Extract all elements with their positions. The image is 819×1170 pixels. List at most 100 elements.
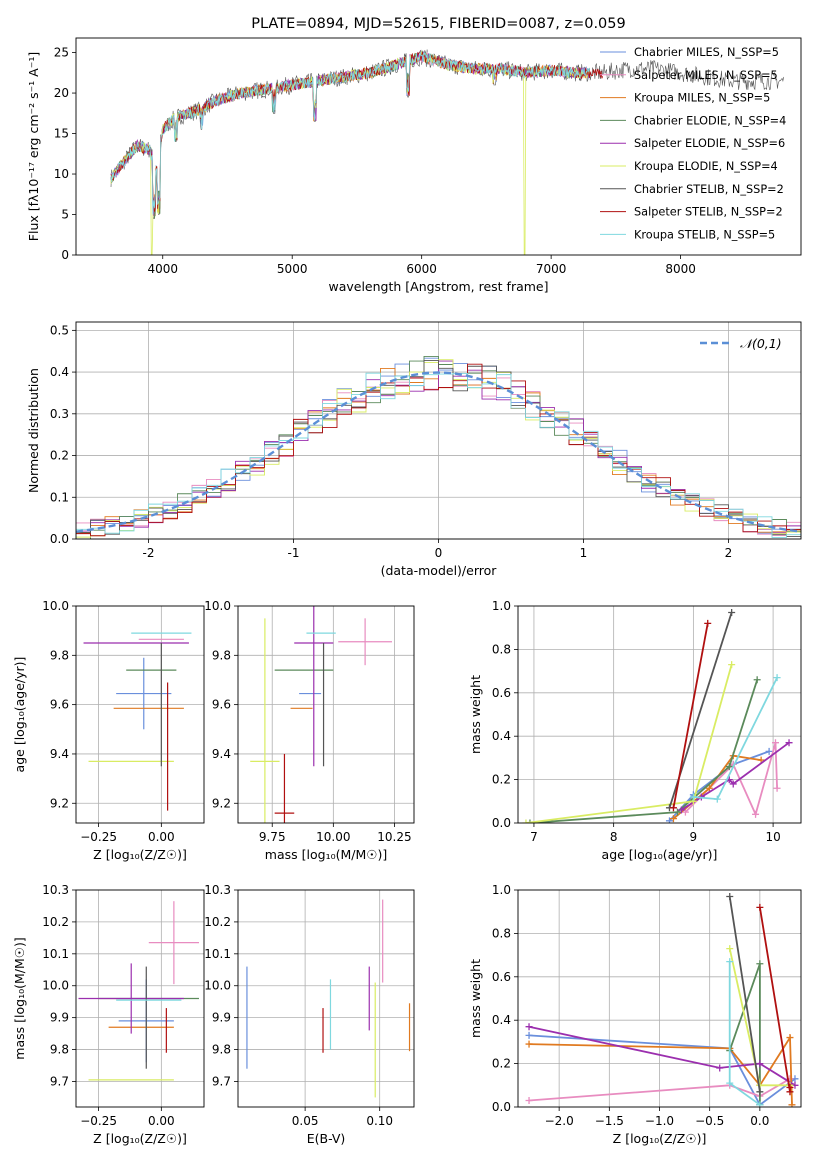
x-tick-label: 0.00 [148,1114,175,1128]
y-tick-label: 0.4 [492,729,511,743]
spectrum-series-8 [110,51,590,215]
x-tick-label: 0.10 [366,1114,393,1128]
weight-marker [716,1064,724,1072]
x-tick-label: −0.25 [80,830,117,844]
y-tick-label: 9.6 [50,698,69,712]
weight-series-1 [528,1078,791,1102]
y-tick-label: 0.4 [50,365,69,379]
x-tick-label: 10.00 [316,830,350,844]
y-tick-label: 0.6 [492,970,511,984]
weight-series-6 [728,896,761,1092]
weight-series-3 [529,679,759,823]
y-tick-label: 9.2 [212,796,231,810]
panel-weight_vs_age: 7 8 9 10 0.0 0.2 0.4 0.6 0.8 1.0 age [log₁₀(age/yr… [468,599,802,862]
weight-marker [773,674,781,682]
x-tick-label: −0.5 [695,1114,724,1128]
chart-title: PLATE=0894, MJD=52615, FIBERID=0087, z=0… [251,16,625,32]
y-tick-label: 10.0 [204,979,231,993]
y-tick-label: 0.6 [492,686,511,700]
weight-marker [669,815,677,823]
y-tick-label: 10.0 [42,979,69,993]
weight-marker [726,945,734,953]
y-tick-label: 1.0 [492,599,511,613]
y-tick-label: 25 [54,46,69,60]
legend-entry: Salpeter STELIB, N_SSP=2 [634,206,783,219]
weight-marker [773,784,781,792]
weight-marker [713,795,721,803]
y-tick-label: 0.2 [492,1057,511,1071]
y-tick-label: 9.2 [50,796,69,810]
y-tick-label: 10.1 [42,947,69,961]
x-axis-label: E(B-V) [307,1131,346,1146]
y-tick-label: 10.3 [204,883,231,897]
x-axis-label: Z [log₁₀(Z/Z☉)] [93,1131,187,1146]
weight-marker [669,804,677,812]
x-tick-label: -1 [288,546,300,560]
x-tick-label: 6000 [406,262,437,276]
y-tick-label: 9.8 [50,1043,69,1057]
y-tick-label: 9.7 [50,1074,69,1088]
y-tick-label: 9.4 [212,747,231,761]
weight-marker [756,903,764,911]
y-tick-label: 0.5 [50,323,69,337]
legend-entry: Kroupa ELODIE, N_SSP=4 [634,160,778,173]
weight-marker [526,819,534,823]
x-tick-label: −2.0 [545,1114,574,1128]
weight-marker [756,960,764,968]
legend-entry: Chabrier MILES, N_SSP=5 [634,46,779,59]
x-axis-label: age [log₁₀(age/yr)] [602,847,718,862]
x-tick-label: −1.5 [595,1114,624,1128]
weight-marker [525,1040,533,1048]
y-tick-label: 9.6 [212,698,231,712]
x-tick-label: 0.05 [292,1114,319,1128]
weight-marker [756,1101,764,1107]
x-tick-label: 7 [530,830,538,844]
x-tick-label: 1 [580,546,588,560]
y-tick-label: 0 [61,248,69,262]
x-axis-label: Z [log₁₀(Z/Z☉)] [93,847,187,862]
weight-marker [705,784,713,792]
weight-marker [725,763,733,771]
weight-marker [704,619,712,627]
legend-entry: Salpeter ELODIE, N_SSP=6 [634,137,785,150]
plot-area-residuals [76,355,801,539]
plot-area-mass_vs_EBV [246,899,411,1098]
plot-area-weight_vs_age [522,609,793,823]
plot-area-mass_vs_Z [78,901,199,1081]
x-tick-label: -2 [143,546,155,560]
y-tick-label: 9.9 [212,1011,231,1025]
legend-entry: 𝒩(0,1) [740,336,782,351]
spectrum-series-4 [110,50,590,216]
x-tick-label: 5000 [277,262,308,276]
histogram-series-7 [76,363,801,539]
histogram-series-8 [76,372,801,539]
x-tick-label: 7000 [536,262,567,276]
legend-entry: Kroupa STELIB, N_SSP=5 [634,228,775,241]
weight-marker [756,1060,764,1068]
weight-marker [728,661,736,669]
x-tick-label: 9 [690,830,698,844]
weight-marker [752,810,760,818]
x-axis-label: wavelength [Angstrom, rest frame] [328,279,548,294]
weight-marker [522,819,530,823]
weight-series-8 [728,961,761,1106]
axes-frame [517,889,802,1108]
panel-mass_vs_Z: −0.25 0.00 9.7 9.8 9.9 10.0 10.1 10.2 10.3 Z [log… [12,883,205,1146]
panel-mass_vs_EBV: 0.05 0.10 9.7 9.8 9.9 10.0 10.1 10.2 10.3 E(B-V) [204,883,415,1146]
panel-weight_vs_Z: −2.0 −1.5 −1.0 −0.5 0.0 0.0 0.2 0.4 0.6 0.8 1.0 Z [… [468,883,802,1146]
y-tick-label: 0.2 [492,773,511,787]
plot-area-age_vs_mass [250,606,392,823]
y-tick-label: 10.3 [42,883,69,897]
x-tick-label: 8 [610,830,618,844]
y-tick-label: 1.0 [492,883,511,897]
axes-frame [237,605,415,824]
weight-marker [786,1083,794,1091]
y-tick-label: 9.7 [212,1074,231,1088]
weight-series-7 [759,907,791,1092]
y-tick-label: 0.2 [50,449,69,463]
axes-frame [517,605,802,824]
axes-frame [75,37,802,256]
panel-residuals: -2 -1 0 1 2 0.0 0.1 0.2 0.3 0.4 0.5 (data-model)/er… [26,321,802,578]
y-tick-label: 10.2 [204,915,231,929]
x-tick-label: 2 [725,546,733,560]
